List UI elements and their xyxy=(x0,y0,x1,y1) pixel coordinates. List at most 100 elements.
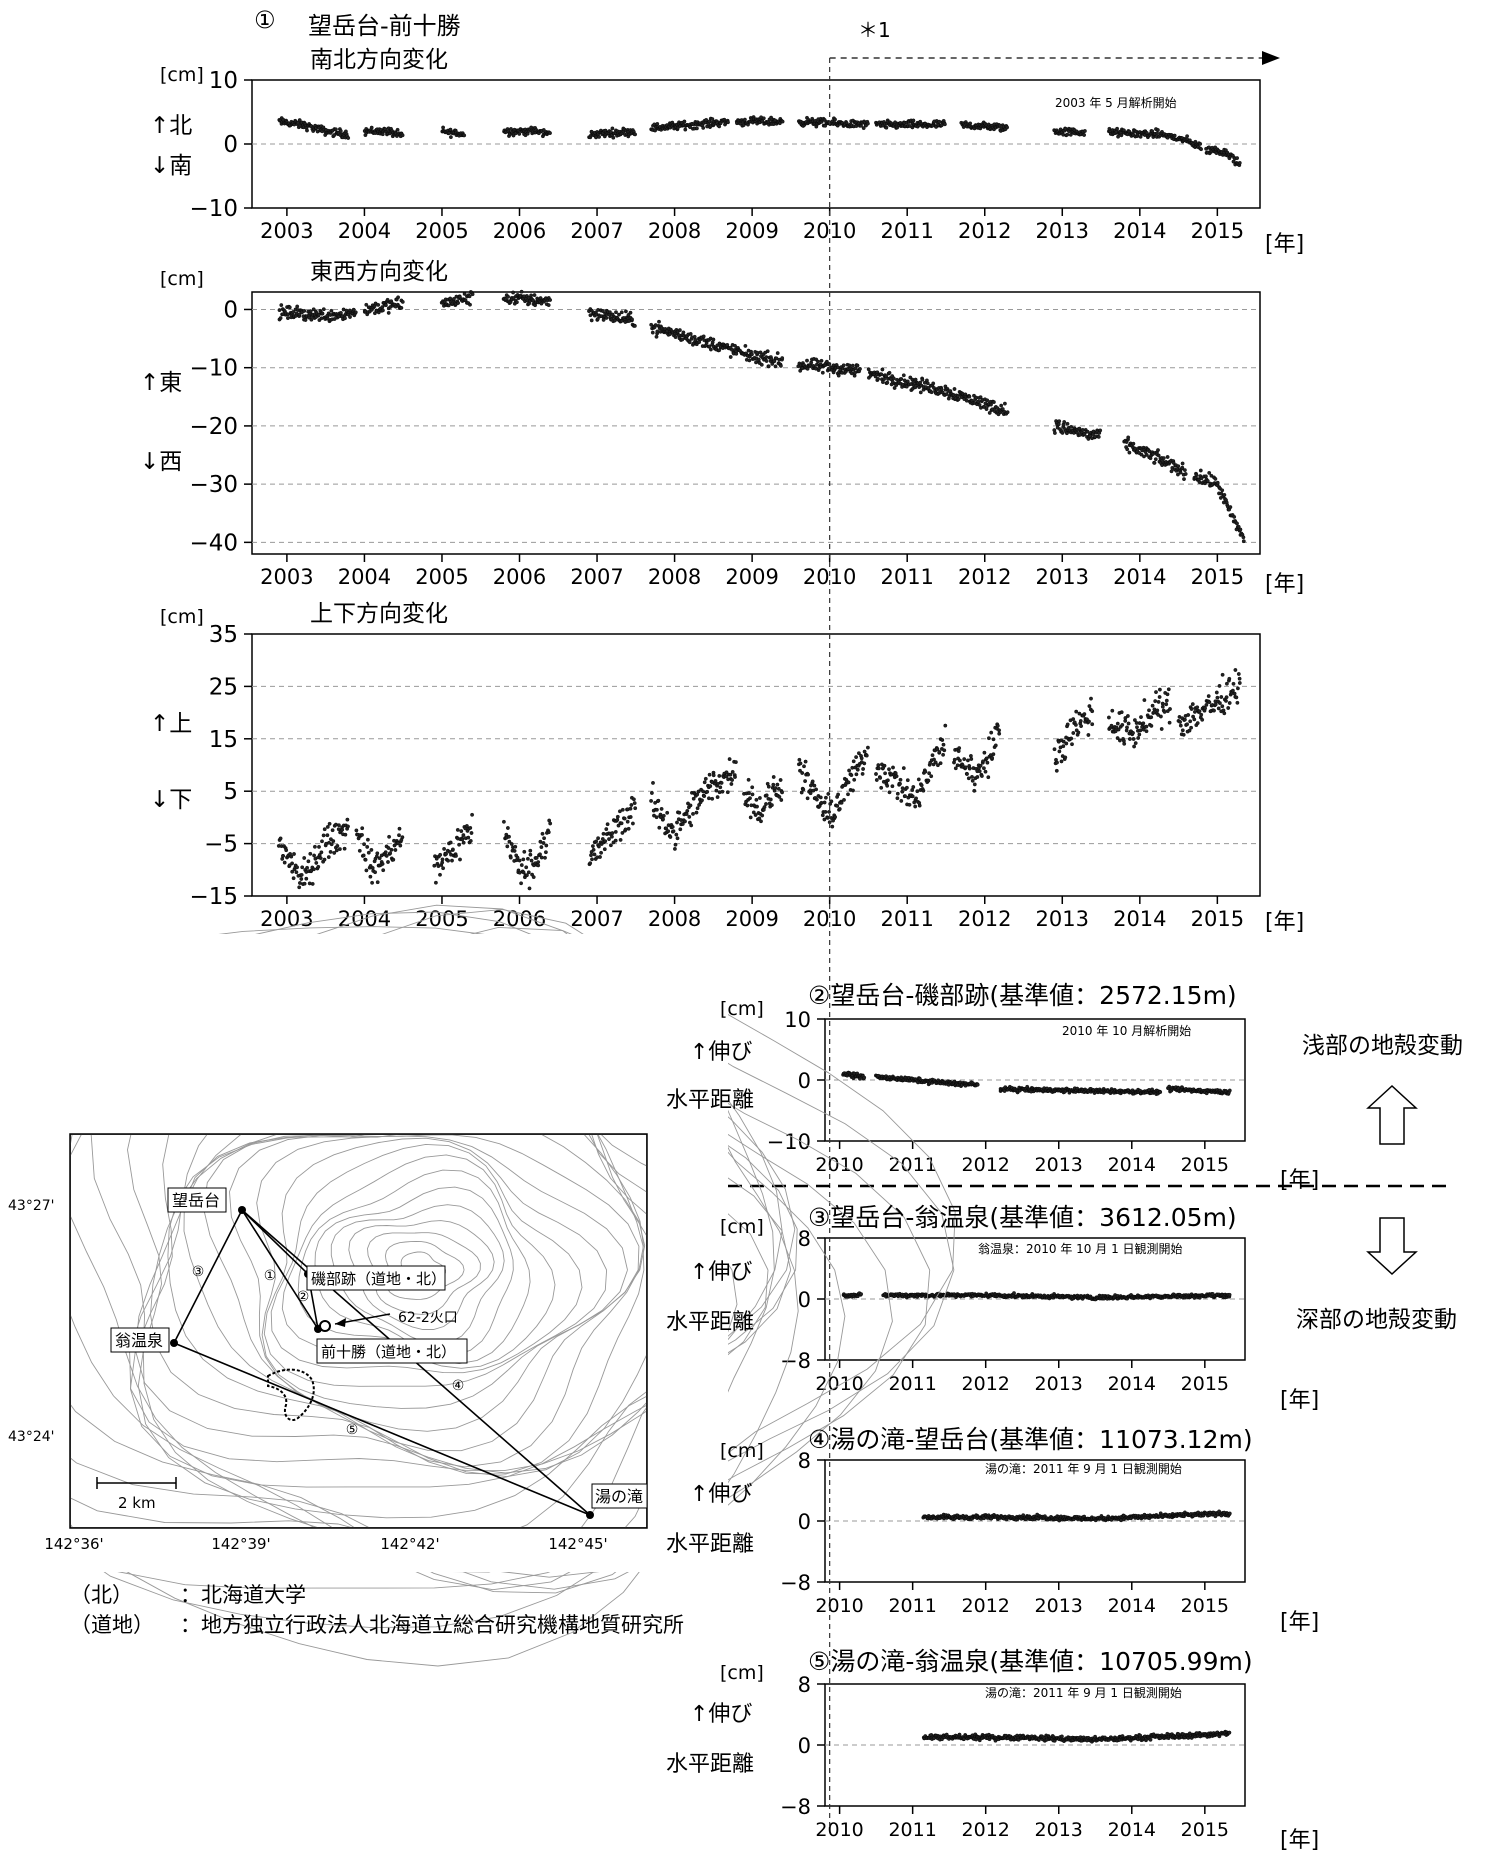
x-tick-label: 2011 xyxy=(880,565,933,589)
data-point xyxy=(1185,135,1188,138)
data-point xyxy=(902,374,905,377)
data-point xyxy=(757,358,760,361)
data-point xyxy=(970,775,973,778)
data-point xyxy=(1079,724,1082,727)
data-point xyxy=(759,820,762,823)
data-point xyxy=(457,843,460,846)
data-point xyxy=(605,827,608,830)
data-point xyxy=(730,778,733,781)
data-point xyxy=(899,778,902,781)
data-point xyxy=(1236,687,1239,690)
data-point xyxy=(706,790,709,793)
data-point xyxy=(400,306,403,309)
data-point xyxy=(824,796,827,799)
data-point xyxy=(449,135,452,138)
data-point xyxy=(1208,701,1211,704)
data-point xyxy=(370,848,373,851)
data-point xyxy=(463,134,466,137)
data-point xyxy=(594,136,597,139)
data-point xyxy=(718,774,721,777)
data-point xyxy=(922,789,925,792)
data-point xyxy=(1135,726,1138,729)
x-tick-label: 2015 xyxy=(1181,1819,1229,1841)
data-point xyxy=(1070,743,1073,746)
data-point xyxy=(1177,465,1180,468)
y-tick-label: −10 xyxy=(189,196,238,222)
data-point xyxy=(327,855,330,858)
data-point xyxy=(626,820,629,823)
data-point xyxy=(1207,694,1210,697)
data-point xyxy=(1065,742,1068,745)
data-point xyxy=(322,308,325,311)
data-point xyxy=(1239,528,1242,531)
data-point xyxy=(336,844,339,847)
data-point xyxy=(311,882,314,885)
data-point xyxy=(675,833,678,836)
data-point xyxy=(361,827,364,830)
data-point xyxy=(903,794,906,797)
data-point xyxy=(614,839,617,842)
data-point xyxy=(470,813,473,816)
data-point xyxy=(987,737,990,740)
data-point xyxy=(708,773,711,776)
data-point xyxy=(805,359,808,362)
data-point xyxy=(1221,673,1224,676)
data-point xyxy=(1162,456,1165,459)
data-point xyxy=(329,850,332,853)
x-tick-label: 2008 xyxy=(648,219,701,243)
data-point xyxy=(629,815,632,818)
data-point xyxy=(1198,710,1201,713)
data-point xyxy=(441,858,444,861)
data-point xyxy=(734,760,737,763)
data-point xyxy=(983,751,986,754)
data-point xyxy=(778,795,781,798)
x-tick-label: 2012 xyxy=(958,565,1011,589)
data-point xyxy=(589,862,592,865)
data-point xyxy=(295,866,298,869)
data-point xyxy=(891,766,894,769)
data-point xyxy=(908,803,911,806)
data-point xyxy=(912,785,915,788)
data-point xyxy=(1204,475,1207,478)
data-point xyxy=(916,790,919,793)
data-point xyxy=(1182,733,1185,736)
data-point xyxy=(1214,477,1217,480)
data-point xyxy=(633,133,636,136)
data-point xyxy=(719,786,722,789)
x-tick-label: 2015 xyxy=(1181,1154,1229,1176)
data-point xyxy=(510,842,513,845)
data-point xyxy=(802,788,805,791)
data-point xyxy=(1147,709,1150,712)
x-tick-label: 2013 xyxy=(1035,1373,1083,1395)
data-point xyxy=(386,860,389,863)
data-point xyxy=(1055,761,1058,764)
data-point xyxy=(309,310,312,313)
data-point xyxy=(938,120,941,123)
y-tick-label: 35 xyxy=(209,622,238,648)
data-point xyxy=(456,828,459,831)
data-point xyxy=(362,854,365,857)
y-tick-label: −20 xyxy=(189,414,238,440)
data-point xyxy=(447,304,450,307)
data-point xyxy=(331,829,334,832)
data-point xyxy=(695,127,698,130)
data-point xyxy=(1229,505,1232,508)
data-point xyxy=(842,798,845,801)
x-tick-label: 2015 xyxy=(1191,907,1244,931)
data-point xyxy=(1066,422,1069,425)
data-point xyxy=(1125,729,1128,732)
data-point xyxy=(695,811,698,814)
data-point xyxy=(549,822,552,825)
data-point xyxy=(943,123,946,126)
data-point xyxy=(326,825,329,828)
data-point xyxy=(824,810,827,813)
data-point xyxy=(823,801,826,804)
data-point xyxy=(1074,723,1077,726)
data-point xyxy=(373,871,376,874)
data-point xyxy=(944,724,947,727)
data-point xyxy=(779,364,782,367)
data-point xyxy=(611,831,614,834)
data-point xyxy=(538,853,541,856)
data-point xyxy=(1235,156,1238,159)
data-point xyxy=(855,773,858,776)
